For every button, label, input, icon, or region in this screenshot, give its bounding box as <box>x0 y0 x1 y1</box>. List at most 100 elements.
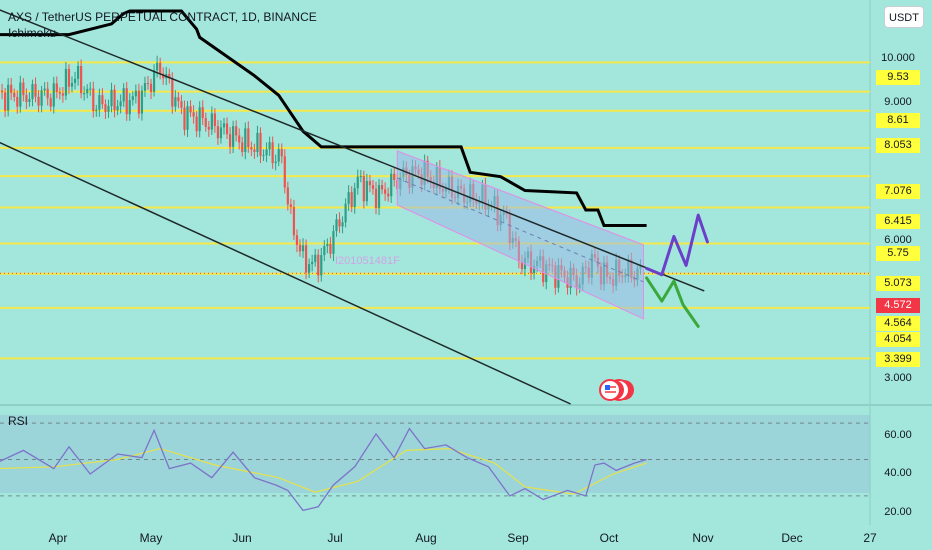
price-level-label[interactable]: 9.53 <box>876 70 920 85</box>
trendline <box>0 9 705 292</box>
rsi-tick-label: 40.00 <box>884 467 912 479</box>
bullish-scenario-arrow <box>645 213 709 277</box>
price-level-label[interactable]: 5.073 <box>876 276 920 291</box>
price-level-label[interactable]: 3.399 <box>876 352 920 367</box>
x-tick-label: May <box>139 531 163 545</box>
candle-body <box>174 97 177 107</box>
current-price-label[interactable]: 4.572 <box>876 298 920 313</box>
candle-body <box>107 106 110 112</box>
candle-body <box>180 101 183 108</box>
candle-body <box>317 254 320 276</box>
price-level-label[interactable]: 4.564 <box>876 316 920 331</box>
price-level-label[interactable]: 5.75 <box>876 246 920 261</box>
candle-body <box>86 88 89 94</box>
currency-button[interactable]: USDT <box>884 6 924 28</box>
candle-body <box>311 261 314 265</box>
candle-body <box>326 243 329 247</box>
trendline <box>0 141 571 405</box>
candle-body <box>380 185 384 190</box>
candle-body <box>329 243 332 254</box>
flag-icon[interactable] <box>599 379 634 401</box>
candle-body <box>195 116 198 132</box>
candle-body <box>140 90 144 114</box>
candle-body <box>83 93 86 95</box>
candle-body <box>301 245 305 252</box>
rsi-label[interactable]: RSI <box>8 414 29 428</box>
price-level-label[interactable]: 6.415 <box>876 214 920 229</box>
watermark-text: I201051481F <box>335 255 400 267</box>
candle-body <box>40 90 43 106</box>
candle-body <box>70 82 74 87</box>
candle-body <box>241 142 244 153</box>
x-tick-label: 27 <box>863 531 877 545</box>
candle-body <box>76 66 80 79</box>
indicator-label[interactable]: Ichimoku <box>8 26 57 40</box>
x-tick-label: Jul <box>327 531 343 545</box>
candle-body <box>16 96 19 107</box>
rsi-line <box>0 427 647 512</box>
candle-body <box>320 255 323 276</box>
candle-body <box>73 78 77 83</box>
candle-body <box>359 176 362 178</box>
candle-body <box>104 104 107 112</box>
candle-body <box>374 188 378 209</box>
candle-body <box>265 149 268 156</box>
candle-body <box>371 185 375 189</box>
candle-body <box>131 96 134 101</box>
candle-body <box>186 106 189 130</box>
price-level-label[interactable]: 7.076 <box>876 184 920 199</box>
candle-body <box>137 90 140 114</box>
candle-body <box>356 176 359 189</box>
candle-body <box>213 113 216 127</box>
y-tick-label: 10.000 <box>881 52 915 64</box>
candle-body <box>25 95 28 102</box>
candle-body <box>262 155 265 157</box>
candle-body <box>250 147 253 150</box>
candle-body <box>219 127 223 139</box>
candle-body <box>4 92 7 111</box>
candle-body <box>168 73 171 79</box>
candle-body <box>58 92 61 94</box>
candle-body <box>298 244 302 252</box>
candle-body <box>228 134 232 147</box>
candle-body <box>256 132 259 153</box>
candle-body <box>344 203 347 223</box>
candle-body <box>377 185 381 209</box>
rsi-tick-label: 60.00 <box>884 429 912 441</box>
candle-body <box>122 88 125 102</box>
symbol-title[interactable]: AXS / TetherUS PERPETUAL CONTRACT, 1D, B… <box>8 10 317 24</box>
candle-body <box>134 90 137 97</box>
candle-body <box>98 95 101 110</box>
candle-body <box>116 106 119 111</box>
price-level-label[interactable]: 8.61 <box>876 113 920 128</box>
candle-body <box>13 92 16 97</box>
candle-body <box>119 101 122 107</box>
candle-body <box>238 135 241 143</box>
candle-body <box>177 97 180 102</box>
candle-body <box>247 128 250 148</box>
candle-body <box>338 219 341 227</box>
candle-body <box>225 123 229 135</box>
candle-body <box>110 89 113 107</box>
candle-body <box>89 88 92 90</box>
x-tick-label: Dec <box>781 531 803 545</box>
candle-body <box>80 66 83 94</box>
candle-body <box>0 90 4 93</box>
x-tick-label: Oct <box>599 531 619 545</box>
candle-body <box>244 128 247 153</box>
candle-body <box>268 142 271 150</box>
candle-body <box>384 189 387 194</box>
price-level-label[interactable]: 4.054 <box>876 332 920 347</box>
price-level-label[interactable]: 8.053 <box>876 138 920 153</box>
candle-body <box>201 107 204 119</box>
candle-body <box>31 84 34 100</box>
candle-body <box>10 84 13 93</box>
candle-body <box>271 142 274 164</box>
candle-body <box>204 118 207 127</box>
candle-body <box>277 149 280 162</box>
candle-body <box>259 132 262 156</box>
x-tick-label: Sep <box>507 531 529 545</box>
candle-body <box>19 82 22 107</box>
